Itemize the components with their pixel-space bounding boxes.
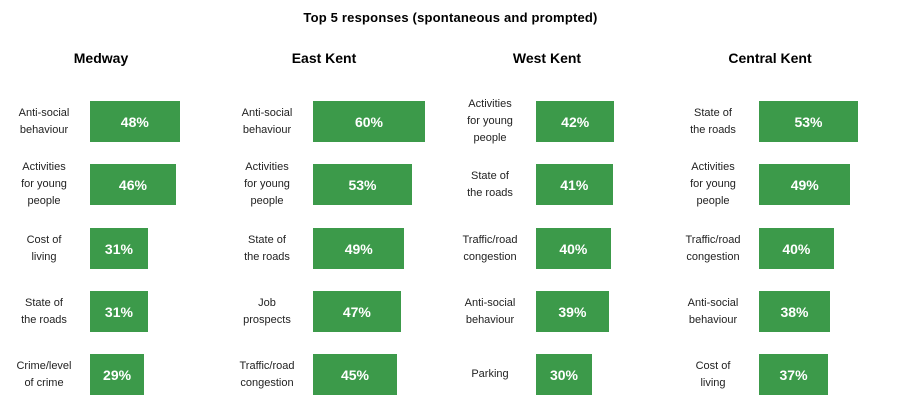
- data-label: 53%: [348, 176, 377, 193]
- data-label: 31%: [104, 303, 133, 320]
- panel-central-kent: Central Kent State of the roads 53% Activiti…: [669, 0, 891, 395]
- data-label: 60%: [354, 113, 384, 130]
- bar: 39%: [536, 291, 609, 332]
- data-label: 42%: [561, 113, 590, 130]
- category-label: State of the roads: [21, 296, 67, 326]
- bar: 38%: [759, 291, 830, 332]
- category-label: Anti-social behaviour: [464, 296, 516, 326]
- bar: 46%: [90, 164, 176, 205]
- data-label: 53%: [794, 113, 823, 130]
- category-label: State of the roads: [244, 233, 290, 263]
- bar: 48%: [90, 101, 180, 142]
- category-label: Cost of living: [26, 233, 62, 263]
- data-label: 46%: [118, 176, 147, 193]
- data-label: 39%: [558, 303, 587, 320]
- data-label: 41%: [560, 176, 589, 193]
- data-label: 38%: [780, 303, 809, 320]
- category-label: Activities for young people: [21, 161, 67, 207]
- data-label: 49%: [344, 240, 373, 257]
- category-label: Job prospects: [243, 296, 291, 326]
- panel-title: Medway: [73, 50, 129, 66]
- data-label: 45%: [340, 366, 370, 383]
- data-label: 31%: [104, 240, 133, 257]
- category-label: Cost of living: [695, 359, 731, 389]
- data-label: 30%: [549, 366, 579, 383]
- data-label: 29%: [103, 366, 132, 383]
- bar: 31%: [90, 228, 148, 269]
- category-label: Anti-social behaviour: [241, 106, 293, 136]
- panel-title: West Kent: [512, 50, 582, 66]
- bar: 53%: [313, 164, 412, 205]
- data-label: 48%: [120, 113, 149, 130]
- bar: 31%: [90, 291, 148, 332]
- bar: 40%: [759, 228, 834, 269]
- category-label: Activities for young people: [467, 98, 513, 144]
- data-label: 40%: [782, 240, 811, 257]
- category-label: Traffic/road congestion: [462, 233, 518, 263]
- bar: 30%: [536, 354, 592, 395]
- bar: 49%: [759, 164, 851, 205]
- bar: 47%: [313, 291, 401, 332]
- chart-title: Top 5 responses (spontaneous and prompte…: [303, 10, 598, 25]
- category-label: Crime/level of crime: [16, 359, 72, 389]
- panel-east-kent: East Kent Anti-social behaviour 60% Activiti…: [223, 0, 445, 395]
- bar: 40%: [536, 228, 611, 269]
- bar: 29%: [90, 354, 145, 395]
- bar: 49%: [313, 228, 405, 269]
- data-label: 40%: [559, 240, 588, 257]
- panel-title: Central Kent: [728, 50, 812, 66]
- bar: 37%: [759, 354, 829, 395]
- bar: 42%: [536, 101, 615, 142]
- bar: 41%: [536, 164, 613, 205]
- panel-title: East Kent: [291, 50, 357, 66]
- category-label: Anti-social behaviour: [18, 106, 70, 136]
- panel-medway: Medway Anti-social behaviour 48% Activities f…: [0, 0, 222, 395]
- category-label: Traffic/road congestion: [239, 359, 295, 389]
- data-label: 47%: [342, 303, 371, 320]
- data-label: 37%: [779, 366, 808, 383]
- bar: 60%: [313, 101, 425, 142]
- category-label: Anti-social behaviour: [687, 296, 739, 326]
- panel-west-kent: West Kent Activities for young people 42% Sta…: [446, 0, 668, 395]
- bar: 53%: [759, 101, 858, 142]
- category-label: State of the roads: [467, 169, 513, 199]
- category-label: Activities for young people: [244, 161, 290, 207]
- bar: 45%: [313, 354, 397, 395]
- data-label: 49%: [790, 176, 819, 193]
- category-label: Activities for young people: [690, 161, 736, 207]
- category-label: Traffic/road congestion: [685, 233, 741, 263]
- category-label: Parking: [471, 368, 509, 380]
- category-label: State of the roads: [690, 106, 736, 136]
